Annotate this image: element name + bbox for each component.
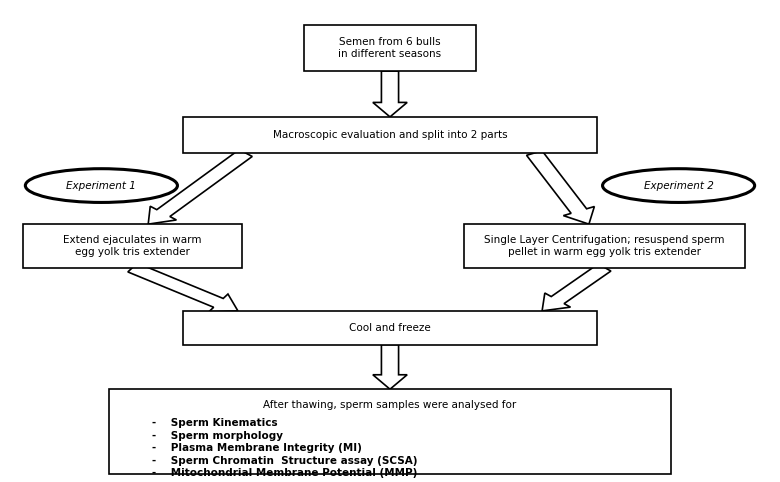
FancyBboxPatch shape — [464, 224, 745, 268]
Text: -    Sperm morphology: - Sperm morphology — [152, 431, 283, 441]
Text: After thawing, sperm samples were analysed for: After thawing, sperm samples were analys… — [264, 400, 516, 410]
Ellipse shape — [26, 169, 177, 202]
Text: Extend ejaculates in warm
egg yolk tris extender: Extend ejaculates in warm egg yolk tris … — [63, 235, 202, 256]
Polygon shape — [373, 71, 407, 117]
Polygon shape — [373, 345, 407, 389]
FancyBboxPatch shape — [23, 224, 242, 268]
Text: -    Sperm Chromatin  Structure assay (SCSA): - Sperm Chromatin Structure assay (SCSA) — [152, 456, 417, 466]
Text: Experiment 2: Experiment 2 — [644, 181, 714, 190]
FancyBboxPatch shape — [183, 311, 597, 345]
Text: Experiment 1: Experiment 1 — [66, 181, 136, 190]
Text: -    Mitochondrial Membrane Potential (MMP): - Mitochondrial Membrane Potential (MMP) — [152, 469, 417, 478]
Text: Semen from 6 bulls
in different seasons: Semen from 6 bulls in different seasons — [339, 38, 441, 59]
Text: Single Layer Centrifugation; resuspend sperm
pellet in warm egg yolk tris extend: Single Layer Centrifugation; resuspend s… — [484, 235, 725, 256]
Polygon shape — [526, 151, 594, 224]
Text: Macroscopic evaluation and split into 2 parts: Macroscopic evaluation and split into 2 … — [273, 130, 507, 140]
Text: Cool and freeze: Cool and freeze — [349, 323, 431, 333]
Polygon shape — [148, 149, 252, 224]
Polygon shape — [542, 264, 611, 311]
Text: -    Sperm Kinematics: - Sperm Kinematics — [152, 418, 278, 428]
Text: -    Plasma Membrane Integrity (MI): - Plasma Membrane Integrity (MI) — [152, 443, 362, 453]
Polygon shape — [128, 263, 238, 312]
FancyBboxPatch shape — [304, 25, 476, 71]
Ellipse shape — [603, 169, 755, 202]
FancyBboxPatch shape — [183, 117, 597, 153]
FancyBboxPatch shape — [109, 389, 671, 473]
